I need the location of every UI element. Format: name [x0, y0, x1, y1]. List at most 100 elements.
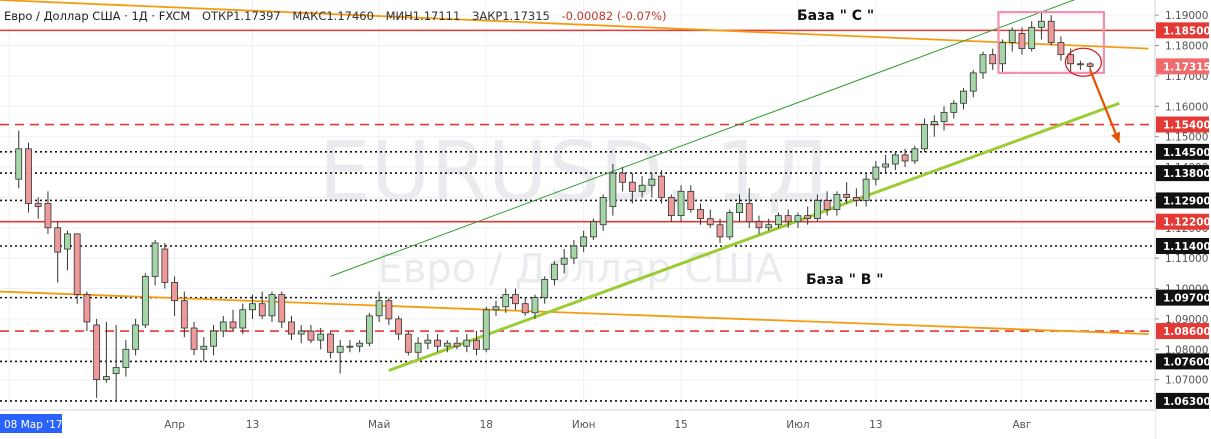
candle[interactable] [551, 261, 558, 286]
candle[interactable] [122, 340, 130, 377]
candle[interactable] [64, 230, 71, 271]
forecast-arrow-line[interactable] [1089, 69, 1121, 144]
candle[interactable] [1057, 36, 1065, 61]
candle[interactable] [979, 51, 987, 79]
trendline-orange-lower[interactable] [0, 290, 1149, 335]
candle[interactable] [327, 331, 334, 359]
candle[interactable] [453, 337, 461, 350]
candle[interactable] [434, 334, 441, 353]
candle[interactable] [775, 212, 782, 228]
candle[interactable] [833, 191, 841, 216]
candle[interactable] [258, 291, 266, 319]
candle[interactable] [249, 294, 256, 319]
candle[interactable] [210, 324, 217, 356]
candle[interactable] [541, 276, 549, 304]
candle[interactable] [219, 315, 227, 338]
candle[interactable] [307, 324, 315, 344]
candle[interactable] [171, 276, 178, 316]
candle[interactable] [443, 340, 451, 353]
candle[interactable] [736, 194, 743, 222]
candle[interactable] [814, 194, 821, 222]
candle[interactable] [336, 340, 344, 374]
candle[interactable] [83, 291, 91, 332]
candle[interactable] [852, 188, 860, 207]
candle[interactable] [930, 115, 938, 137]
candle[interactable] [648, 173, 656, 198]
candle[interactable] [638, 176, 646, 198]
highlight-box[interactable] [997, 11, 1105, 74]
trendline-orange-upper[interactable] [0, 0, 1149, 50]
candle[interactable] [921, 118, 928, 152]
candle[interactable] [229, 309, 237, 332]
candle[interactable] [365, 312, 373, 347]
candle[interactable] [940, 106, 948, 131]
candle[interactable] [395, 315, 403, 341]
candle[interactable] [278, 291, 286, 328]
candle[interactable] [1008, 27, 1016, 52]
candle[interactable] [872, 160, 880, 186]
candle[interactable] [103, 321, 110, 383]
candle[interactable] [726, 209, 734, 240]
candle[interactable] [317, 328, 325, 350]
candle[interactable] [716, 218, 724, 243]
candle[interactable] [512, 288, 519, 310]
candle[interactable] [960, 88, 967, 110]
candle[interactable] [132, 318, 140, 356]
candle[interactable] [44, 191, 52, 234]
candle[interactable] [697, 203, 704, 225]
candle[interactable] [112, 324, 120, 401]
candle[interactable] [580, 230, 588, 253]
candle[interactable] [765, 218, 773, 231]
candle[interactable] [570, 239, 578, 265]
highlight-circle[interactable] [1064, 47, 1103, 77]
candle[interactable] [385, 297, 393, 325]
candle[interactable] [180, 291, 188, 338]
candle[interactable] [560, 249, 568, 274]
candle[interactable] [823, 191, 831, 216]
candle[interactable] [93, 318, 101, 398]
candle[interactable] [54, 221, 62, 283]
candle[interactable] [25, 142, 32, 213]
candle[interactable] [239, 303, 247, 335]
candle[interactable] [609, 164, 617, 216]
candle[interactable] [73, 233, 81, 304]
candle[interactable] [969, 69, 977, 98]
candle[interactable] [745, 188, 753, 228]
candle[interactable] [599, 194, 607, 231]
candle[interactable] [356, 340, 364, 353]
candle[interactable] [667, 194, 675, 222]
candle[interactable] [843, 182, 851, 204]
candle[interactable] [619, 167, 627, 192]
candle[interactable] [677, 185, 685, 222]
candle[interactable] [268, 291, 276, 322]
candle[interactable] [161, 242, 169, 289]
candle[interactable] [1038, 12, 1045, 40]
candle[interactable] [628, 173, 636, 204]
candle[interactable] [346, 340, 354, 353]
candle[interactable] [531, 294, 539, 319]
candle[interactable] [1018, 27, 1026, 55]
candle[interactable] [34, 197, 42, 219]
trendline-lime-support[interactable] [388, 101, 1120, 372]
candle[interactable] [141, 273, 149, 328]
candle[interactable] [989, 48, 997, 70]
candle[interactable] [502, 288, 510, 313]
candle[interactable] [151, 239, 159, 286]
time-axis[interactable] [0, 410, 1155, 439]
candle[interactable] [492, 300, 500, 316]
candle[interactable] [288, 315, 295, 341]
candle[interactable] [891, 151, 899, 171]
candle[interactable] [784, 209, 792, 228]
candle[interactable] [1028, 21, 1036, 52]
candle[interactable] [882, 154, 889, 174]
candle[interactable] [862, 173, 870, 207]
candle[interactable] [473, 331, 480, 356]
candle[interactable] [590, 218, 597, 240]
candle[interactable] [1077, 60, 1084, 70]
candle[interactable] [375, 291, 383, 322]
candle[interactable] [297, 324, 305, 344]
candle[interactable] [521, 297, 529, 316]
candle[interactable] [687, 185, 695, 213]
candle[interactable] [658, 170, 665, 204]
